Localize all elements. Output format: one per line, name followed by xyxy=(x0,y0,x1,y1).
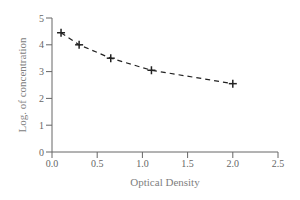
svg-text:Log. of concentration: Log. of concentration xyxy=(16,37,28,132)
svg-text:1.0: 1.0 xyxy=(136,158,149,169)
svg-text:2.5: 2.5 xyxy=(272,158,285,169)
svg-text:1.5: 1.5 xyxy=(181,158,194,169)
svg-text:3: 3 xyxy=(39,66,44,77)
svg-text:2.0: 2.0 xyxy=(227,158,240,169)
svg-text:0.5: 0.5 xyxy=(91,158,104,169)
svg-text:0.0: 0.0 xyxy=(46,158,59,169)
svg-text:2: 2 xyxy=(39,93,44,104)
svg-text:1: 1 xyxy=(39,120,44,131)
svg-text:5: 5 xyxy=(39,13,44,24)
svg-text:Optical Density: Optical Density xyxy=(130,176,200,188)
svg-text:4: 4 xyxy=(39,39,44,50)
svg-text:0: 0 xyxy=(39,147,44,158)
